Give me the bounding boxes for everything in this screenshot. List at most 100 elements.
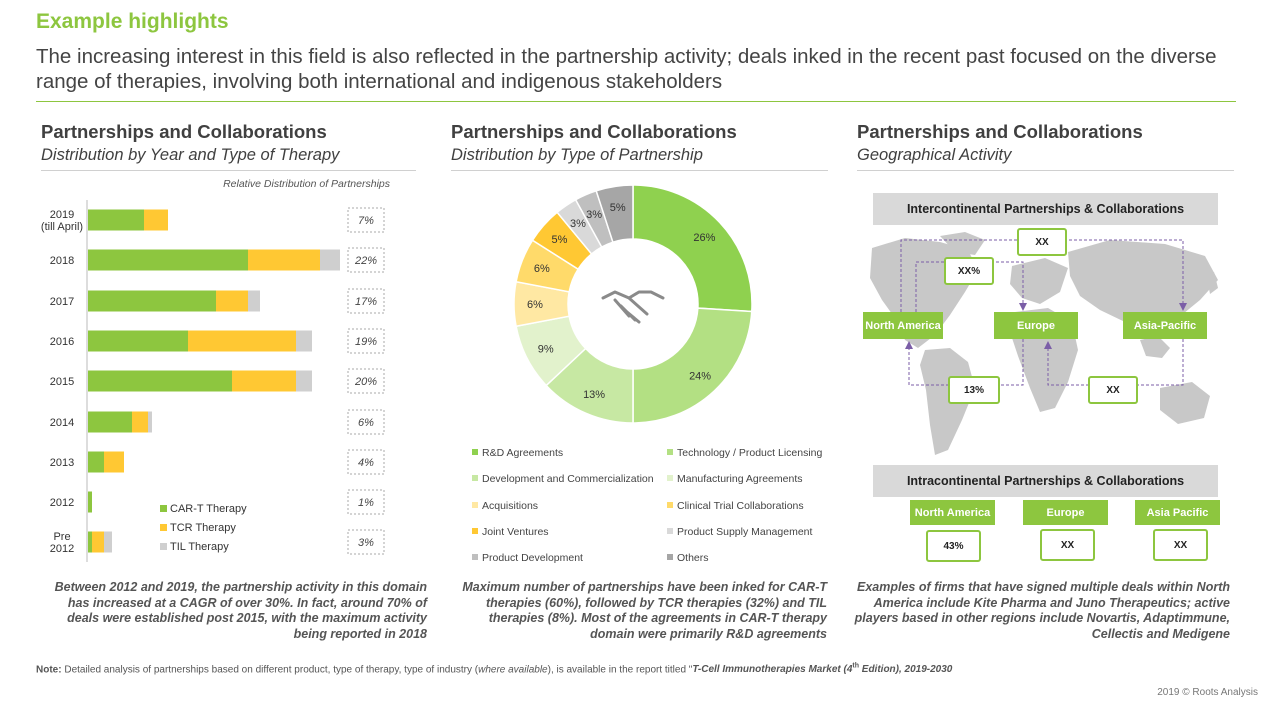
percent-label-box [347, 328, 385, 354]
intra-value-asia-pacific: XX [1153, 529, 1208, 561]
donut-legend-item: Joint Ventures [472, 526, 549, 538]
bar-segment [88, 290, 216, 312]
donut-legend-item: Product Development [472, 552, 583, 564]
left-section-title: Partnerships and Collaborations [41, 121, 327, 142]
percent-label-box [347, 288, 385, 314]
right-section-title: Partnerships and Collaborations [857, 121, 1143, 142]
legend-label: Technology / Product Licensing [677, 447, 823, 459]
value-na-europe: XX% [944, 257, 994, 285]
legend-label: Clinical Trial Collaborations [677, 499, 804, 512]
category-label: 2014 [50, 417, 74, 429]
percent-label-box [347, 449, 385, 475]
footnote-label: Note: [36, 664, 62, 676]
stacked-bar-chart: Relative Distribution of Partnerships 201… [41, 178, 391, 562]
legend-swatch [160, 543, 167, 550]
intra-value-europe: XX [1040, 529, 1095, 561]
middle-caption: Maximum number of partnerships have been… [462, 580, 827, 641]
slice-label: 3% [586, 209, 602, 221]
bar-segment [88, 209, 144, 231]
percent-label: 3% [358, 537, 374, 549]
bar-segment [88, 370, 232, 392]
category-label: 2019 (till April) [41, 209, 83, 233]
slice-label: 24% [689, 370, 711, 382]
legend-swatch [472, 449, 478, 455]
intercontinental-title: Intercontinental Partnerships & Collabor… [873, 193, 1218, 225]
donut-legend-item: R&D Agreements [472, 447, 563, 459]
bar-segment [216, 290, 248, 312]
region-asia-pacific: Asia-Pacific [1123, 312, 1207, 339]
donut-slice [595, 184, 634, 244]
footnote-text-1: Detailed analysis of partnerships based … [61, 664, 479, 676]
legend-label: Development and Commercialization [482, 473, 654, 486]
right-section-divider [857, 170, 1234, 171]
legend-label: CAR-T Therapy [170, 503, 247, 515]
bar-segment [248, 249, 320, 271]
category-label: 2015 [50, 376, 74, 388]
legend-swatch [160, 524, 167, 531]
intra-region-europe: Europe [1023, 500, 1108, 525]
page-subtitle: The increasing interest in this field is… [36, 45, 1217, 93]
donut-legend-item: Product Supply Management [667, 526, 812, 538]
donut-legend-item: Acquisitions [472, 500, 538, 512]
slice-label: 3% [570, 218, 586, 230]
percent-label: 7% [358, 215, 374, 227]
percent-label-box [347, 529, 385, 555]
bar-segment [88, 249, 248, 271]
intracontinental-title: Intracontinental Partnerships & Collabor… [873, 465, 1218, 497]
category-label: 2013 [50, 457, 74, 469]
legend-label: Others [677, 552, 709, 565]
slice-label: 5% [610, 202, 626, 214]
right-caption: Examples of firms that have signed multi… [854, 580, 1230, 641]
bar-segment [144, 209, 168, 231]
region-north-america: North America [863, 312, 943, 339]
donut-chart: 26%24%13%9%6%6%5%3%3%5% [513, 184, 753, 424]
bar-segment [88, 411, 132, 433]
intra-region-asia-pacific: Asia Pacific [1135, 500, 1220, 525]
intra-region-north-america: North America [910, 500, 995, 525]
donut-slice [632, 184, 753, 313]
value-europe-na: 13% [948, 376, 1000, 404]
category-label: 2012 [50, 497, 74, 509]
bar-segment [296, 370, 312, 392]
intra-value-north-america: 43% [926, 530, 981, 562]
copyright: 2019 © Roots Analysis [1157, 687, 1258, 698]
percent-label: 20% [354, 376, 377, 388]
legend-label: R&D Agreements [482, 447, 564, 459]
bar-segment [188, 330, 296, 352]
legend-label: TCR Therapy [170, 522, 236, 534]
bar-segment [232, 370, 296, 392]
donut-legend-item: Clinical Trial Collaborations [667, 500, 804, 512]
legend-swatch [667, 475, 673, 482]
bar-segment [320, 249, 340, 271]
slice-label: 5% [552, 234, 568, 246]
middle-section-subtitle: Distribution by Type of Partnership [451, 146, 703, 164]
percent-label: 1% [358, 497, 374, 509]
slice-label: 13% [583, 389, 605, 401]
bar-segment [88, 451, 104, 473]
footnote: Note: Detailed analysis of partnerships … [36, 663, 952, 675]
bar-segment [132, 411, 148, 433]
slice-label: 26% [693, 232, 715, 244]
value-europe-asia-pacific: XX [1088, 376, 1138, 404]
bar-segment [104, 531, 112, 553]
left-section-divider [41, 170, 416, 171]
slice-label: 6% [534, 263, 550, 275]
category-label: 2016 [50, 336, 74, 348]
legend-label: Manufacturing Agreements [677, 473, 803, 486]
percent-label: 17% [355, 296, 377, 308]
legend-label: Product Supply Management [677, 525, 813, 538]
bar-segment [92, 531, 104, 553]
percent-label: 22% [354, 255, 377, 267]
legend-swatch [667, 449, 673, 455]
right-section-subtitle: Geographical Activity [857, 146, 1012, 164]
slice-label: 9% [538, 343, 554, 355]
legend-swatch [667, 501, 673, 508]
legend-label: Joint Ventures [482, 525, 549, 538]
footnote-text-2: ), is available in the report titled " [547, 664, 693, 676]
legend-swatch [472, 501, 478, 508]
legend-swatch [472, 527, 478, 534]
legend-label: TIL Therapy [170, 541, 229, 553]
category-label: 2018 [50, 255, 74, 267]
percent-label: 6% [358, 417, 374, 429]
bar-segment [88, 531, 92, 553]
